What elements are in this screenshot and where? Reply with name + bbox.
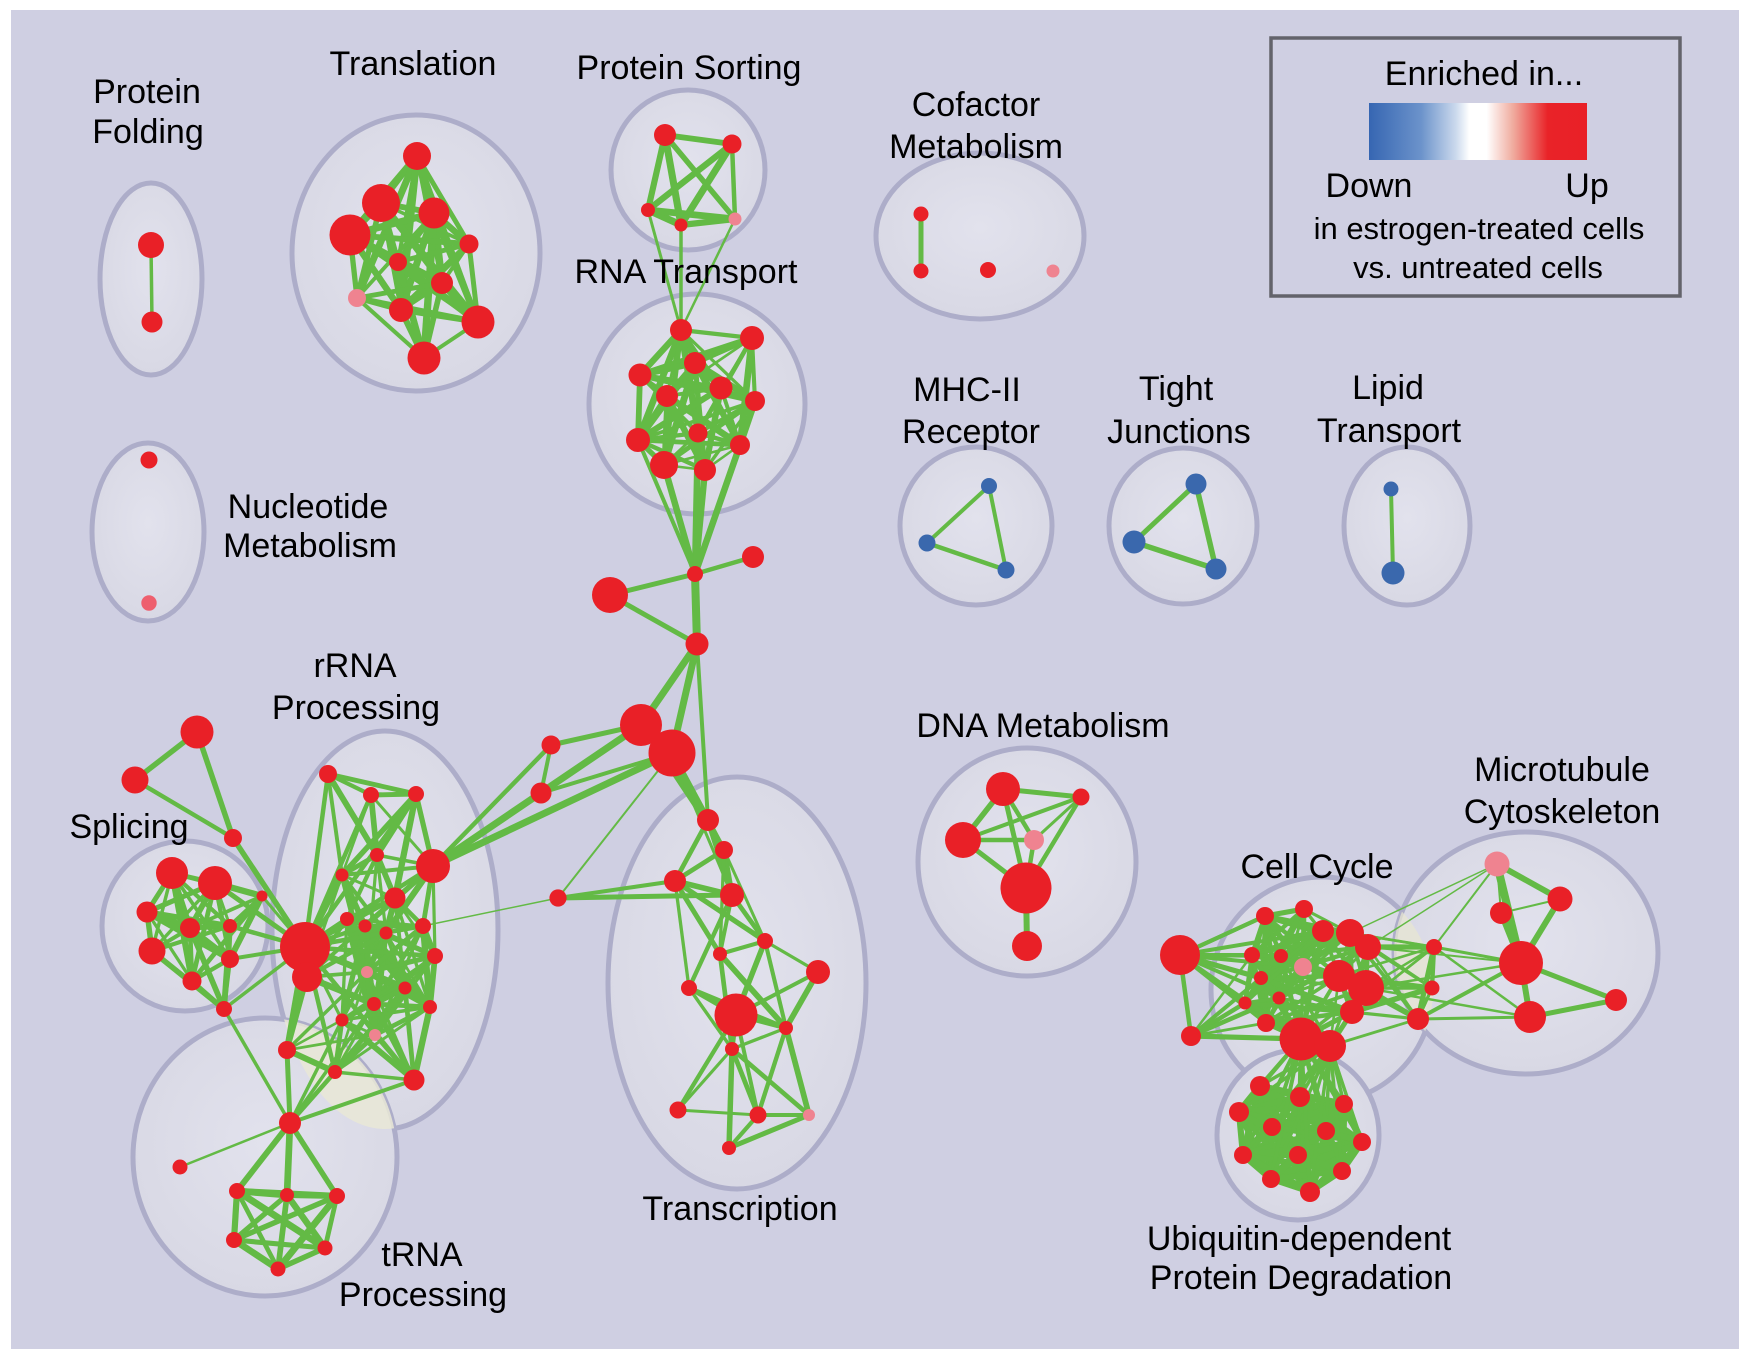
- svg-text:MHC-II: MHC-II: [913, 371, 1021, 409]
- svg-text:Ubiquitin-dependent: Ubiquitin-dependent: [1147, 1220, 1452, 1258]
- svg-text:tRNA: tRNA: [381, 1236, 463, 1274]
- svg-text:Transcription: Transcription: [642, 1190, 837, 1228]
- svg-text:Lipid: Lipid: [1352, 369, 1424, 407]
- svg-text:in estrogen-treated cells: in estrogen-treated cells: [1314, 211, 1645, 246]
- svg-text:Microtubule: Microtubule: [1474, 751, 1650, 789]
- svg-text:Processing: Processing: [339, 1276, 507, 1314]
- svg-text:Down: Down: [1326, 167, 1413, 205]
- svg-text:Processing: Processing: [272, 689, 440, 727]
- svg-text:Junctions: Junctions: [1107, 413, 1251, 451]
- svg-text:rRNA: rRNA: [313, 647, 396, 685]
- svg-text:vs. untreated cells: vs. untreated cells: [1353, 250, 1603, 285]
- svg-text:Protein Degradation: Protein Degradation: [1150, 1259, 1452, 1297]
- svg-text:RNA Transport: RNA Transport: [575, 253, 799, 291]
- svg-text:Up: Up: [1565, 167, 1608, 205]
- svg-text:Transport: Transport: [1317, 412, 1462, 450]
- svg-text:Enriched in...: Enriched in...: [1385, 55, 1583, 93]
- svg-text:Cofactor: Cofactor: [912, 86, 1041, 124]
- svg-text:Receptor: Receptor: [902, 413, 1040, 451]
- svg-text:Protein: Protein: [93, 73, 201, 111]
- svg-text:Translation: Translation: [330, 45, 497, 83]
- svg-text:Nucleotide: Nucleotide: [228, 488, 389, 526]
- svg-text:DNA Metabolism: DNA Metabolism: [916, 707, 1169, 745]
- svg-text:Folding: Folding: [92, 113, 204, 151]
- svg-text:Tight: Tight: [1139, 370, 1214, 408]
- svg-text:Protein Sorting: Protein Sorting: [577, 49, 802, 87]
- svg-text:Metabolism: Metabolism: [223, 527, 397, 565]
- svg-text:Metabolism: Metabolism: [889, 128, 1063, 166]
- svg-text:Splicing: Splicing: [69, 808, 188, 846]
- svg-text:Cytoskeleton: Cytoskeleton: [1464, 793, 1661, 831]
- svg-text:Cell Cycle: Cell Cycle: [1240, 848, 1393, 886]
